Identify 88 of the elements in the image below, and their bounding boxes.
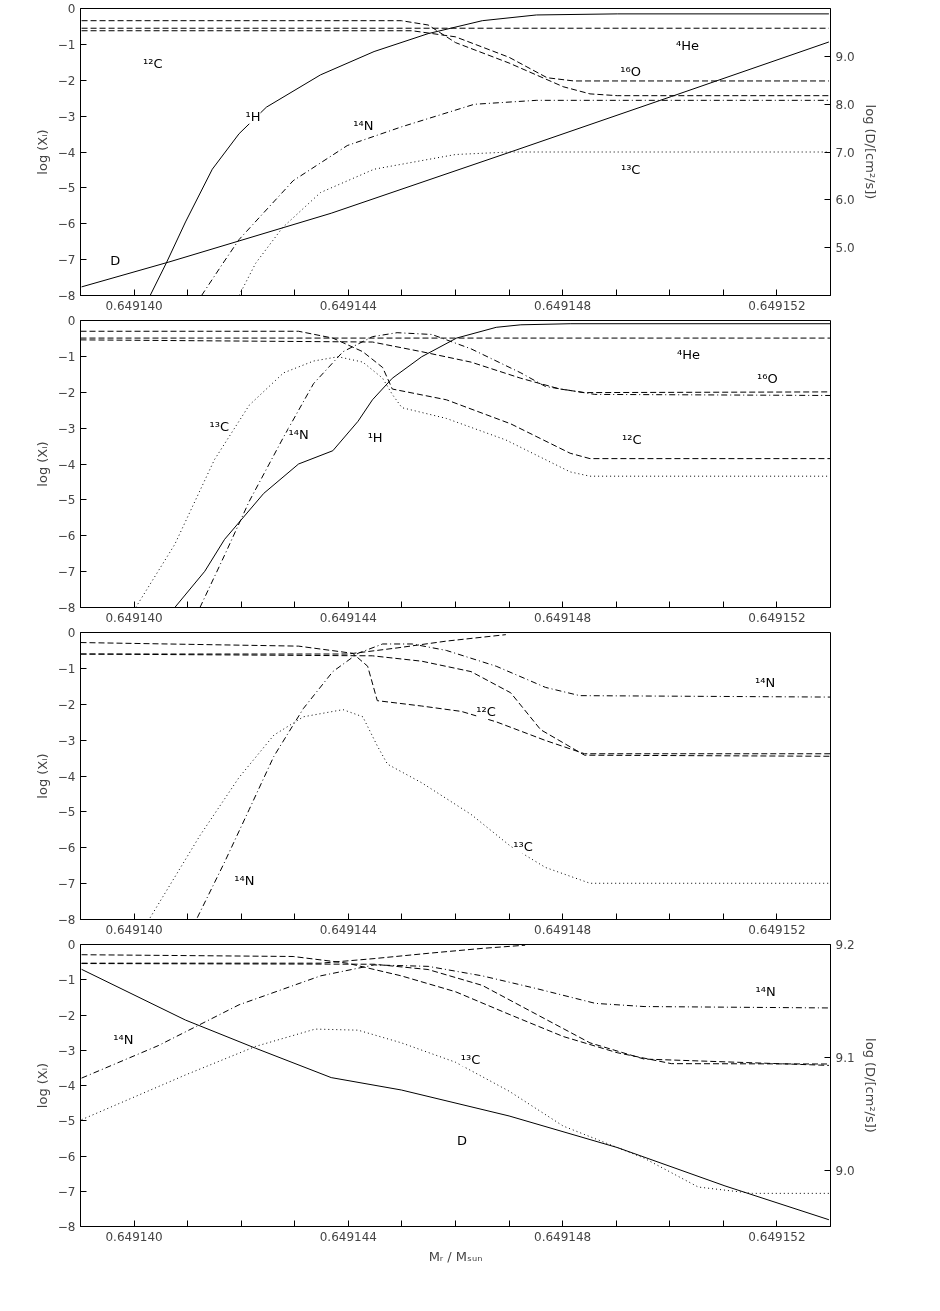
x-tick-label: 0.649148 bbox=[534, 922, 592, 937]
y-tick-label: −1 bbox=[57, 661, 76, 676]
annotation: ¹⁶O bbox=[756, 370, 778, 386]
x-tick-label: 0.649140 bbox=[105, 1229, 163, 1244]
annotation: ⁴He bbox=[677, 346, 701, 362]
y-tick-label: −7 bbox=[57, 1184, 76, 1199]
y2-tick-label: 7.0 bbox=[835, 145, 855, 160]
y-tick-label: −6 bbox=[57, 1149, 76, 1164]
y-tick-label: 0 bbox=[67, 938, 76, 952]
y-tick-label: 0 bbox=[67, 626, 76, 640]
y-tick-label: −3 bbox=[57, 733, 76, 748]
x-tick-label: 0.649144 bbox=[319, 298, 377, 313]
annotation: ¹³C bbox=[620, 161, 641, 177]
x-tick-label: 0.649148 bbox=[534, 298, 592, 313]
y-axis-title: log (Xᵢ) bbox=[34, 441, 50, 487]
annotation: ¹⁴N bbox=[353, 117, 374, 133]
y2-axis-title: log (D/[cm²/s]) bbox=[862, 1038, 878, 1133]
y-tick-label: −7 bbox=[57, 253, 76, 268]
annotation: ¹⁴N bbox=[288, 427, 309, 443]
y-tick-label: −8 bbox=[57, 601, 76, 615]
annotation: ¹H bbox=[245, 108, 261, 124]
annotation: ¹⁶O bbox=[620, 64, 642, 80]
annotation: ¹³C bbox=[460, 1051, 481, 1067]
x-tick-label: 0.649148 bbox=[534, 1229, 592, 1244]
y2-axis-title: log (D/[cm²/s]) bbox=[862, 104, 878, 200]
annotation: ¹³C bbox=[513, 838, 533, 854]
annotation: ¹⁴N bbox=[755, 984, 776, 1000]
y2-tick-label: 9.0 bbox=[835, 49, 855, 64]
annotation: ¹H bbox=[367, 429, 383, 445]
y-tick-label: −5 bbox=[57, 1114, 76, 1129]
y-axis-title: log (Xᵢ) bbox=[34, 129, 50, 175]
y-tick-label: −3 bbox=[57, 109, 76, 124]
annotation: ¹⁴N bbox=[234, 873, 255, 889]
y-tick-label: 0 bbox=[67, 2, 76, 16]
y-tick-label: −6 bbox=[57, 841, 76, 856]
x-tick-label: 0.649140 bbox=[105, 922, 163, 937]
y-tick-label: −2 bbox=[57, 1008, 76, 1023]
y2-tick-label: 9.0 bbox=[835, 1163, 855, 1178]
x-tick-label: 0.649152 bbox=[748, 298, 806, 313]
y-tick-label: −1 bbox=[57, 973, 76, 988]
y-tick-label: −8 bbox=[57, 1220, 76, 1234]
y-tick-label: −5 bbox=[57, 181, 76, 196]
y-tick-label: −6 bbox=[57, 529, 76, 544]
y-tick-label: −4 bbox=[57, 457, 76, 472]
annotation: ¹³C bbox=[209, 419, 229, 435]
y-tick-label: −5 bbox=[57, 805, 76, 820]
annotation: ⁴He bbox=[675, 37, 699, 53]
y2-tick-label: 8.0 bbox=[835, 97, 855, 112]
annotation: ¹⁴N bbox=[755, 674, 776, 690]
y-axis-title: log (Xᵢ) bbox=[34, 1062, 50, 1109]
y-tick-label: −2 bbox=[57, 385, 76, 400]
x-tick-label: 0.649140 bbox=[105, 298, 163, 313]
y-tick-label: −6 bbox=[57, 217, 76, 232]
y-tick-label: −4 bbox=[57, 769, 76, 784]
y2-tick-label: 5.0 bbox=[835, 241, 855, 256]
y-tick-label: −4 bbox=[57, 145, 76, 160]
annotation: D bbox=[456, 1132, 467, 1148]
x-tick-label: 0.649144 bbox=[319, 610, 377, 625]
y-axis-title: log (Xᵢ) bbox=[34, 753, 50, 799]
y-tick-label: −1 bbox=[57, 37, 76, 52]
y-tick-label: 0 bbox=[67, 314, 76, 328]
y-tick-label: −5 bbox=[57, 493, 76, 508]
x-tick-label: 0.649140 bbox=[105, 610, 163, 625]
y-tick-label: −8 bbox=[57, 913, 76, 927]
y-tick-label: −8 bbox=[57, 289, 76, 303]
annotation: ¹²C bbox=[622, 432, 642, 448]
annotation: D bbox=[110, 252, 121, 268]
y2-tick-label: 9.2 bbox=[835, 938, 855, 952]
x-tick-label: 0.649144 bbox=[319, 1229, 377, 1244]
y-tick-label: −3 bbox=[57, 1043, 76, 1058]
annotation: ¹⁴N bbox=[113, 1032, 134, 1048]
y2-tick-label: 9.1 bbox=[835, 1050, 855, 1065]
y-tick-label: −2 bbox=[57, 697, 76, 712]
x-tick-label: 0.649152 bbox=[748, 922, 806, 937]
y-tick-label: −4 bbox=[57, 1079, 76, 1093]
y-tick-label: −7 bbox=[57, 877, 76, 892]
x-tick-label: 0.649144 bbox=[319, 922, 377, 937]
x-axis-title: Mᵣ / Mₛᵤₙ bbox=[428, 1248, 483, 1264]
x-tick-label: 0.649152 bbox=[748, 1229, 806, 1244]
annotation: ¹²C bbox=[476, 703, 496, 719]
annotation: ¹²C bbox=[143, 55, 163, 71]
y-tick-label: −2 bbox=[57, 73, 76, 88]
y-tick-label: −3 bbox=[57, 421, 76, 436]
y-tick-label: −1 bbox=[57, 349, 76, 364]
x-tick-label: 0.649148 bbox=[534, 610, 592, 625]
y-tick-label: −7 bbox=[57, 565, 76, 580]
x-tick-label: 0.649152 bbox=[748, 610, 806, 625]
y2-tick-label: 6.0 bbox=[835, 193, 855, 208]
